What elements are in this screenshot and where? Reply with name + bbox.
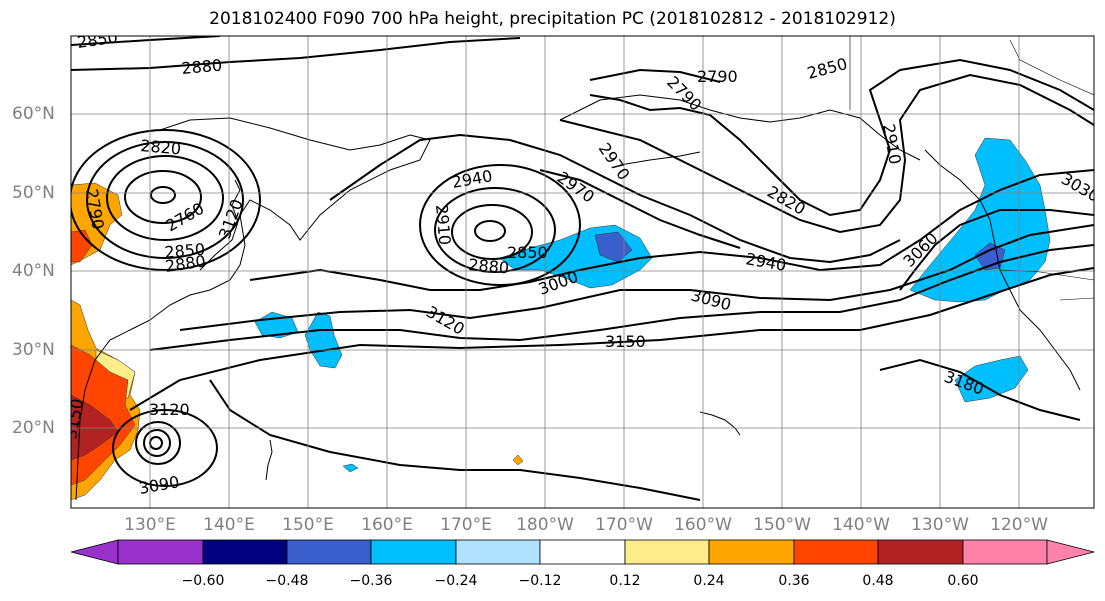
colorbar-swatch	[962, 539, 1048, 565]
contour-label: 2850	[507, 243, 548, 262]
lat-label: 30°N	[12, 340, 55, 360]
colorbar-swatch	[793, 539, 879, 565]
contour-3180	[879, 358, 1081, 421]
contour-2970	[539, 169, 741, 249]
lat-label: 60°N	[12, 104, 55, 124]
coast-aleutians	[619, 151, 701, 166]
contour-3120	[149, 244, 1094, 351]
lon-label: 130°E	[124, 515, 176, 535]
contour-label: 3150	[605, 332, 646, 351]
colorbar-tick-label: 0.24	[693, 573, 725, 589]
lon-label: 140°W	[832, 515, 890, 535]
lon-label: 170°W	[595, 515, 653, 535]
lon-label: 160°W	[674, 515, 732, 535]
colorbar-swatch	[286, 539, 372, 565]
colorbar-tick-label: −0.24	[434, 573, 478, 589]
height-contours	[71, 36, 1094, 501]
contour-3150-south	[209, 379, 701, 501]
lat-label: 20°N	[12, 418, 55, 438]
lon-label: 160°E	[361, 515, 413, 535]
colorbar-extend-high	[1046, 539, 1095, 565]
colorbar-swatch	[455, 539, 541, 565]
coast-philippines	[265, 439, 273, 481]
colorbar-swatch	[117, 539, 204, 565]
contour-label: 2910	[432, 204, 454, 246]
colorbar-tick-label: 0.12	[609, 573, 641, 589]
colorbar	[70, 539, 1095, 565]
lon-label: 130°W	[911, 515, 969, 535]
contour-3150	[129, 267, 1094, 411]
contour-3000	[249, 169, 1094, 291]
lon-label: 120°W	[990, 515, 1048, 535]
contour-typhoon-4	[112, 409, 218, 487]
coast-hawaii	[699, 411, 741, 436]
lon-label: 170°E	[440, 515, 492, 535]
precip-cool-southeast	[954, 355, 1029, 403]
contour-west-low-1	[150, 186, 176, 204]
contour-central-low-3	[434, 187, 556, 273]
contour-2940	[329, 133, 901, 264]
contour-central-low-4	[419, 164, 581, 286]
lon-label: 150°W	[753, 515, 811, 535]
colorbar-swatch	[539, 539, 626, 565]
map-frame	[70, 35, 1095, 509]
precip-warm-west-south-max	[71, 394, 119, 461]
gridlines	[71, 36, 1094, 508]
contour-west-low-3	[106, 155, 224, 241]
colorbar-swatch	[708, 539, 795, 565]
precip-cool-dot	[342, 463, 359, 473]
contour-2790	[589, 68, 721, 83]
contour-typhoon-3	[135, 421, 181, 465]
colorbar-tick-label: −0.36	[349, 573, 393, 589]
colorbar-swatch	[877, 539, 964, 565]
colorbar-swatch	[624, 539, 710, 565]
contour-central-low-1	[474, 220, 506, 242]
colorbar-tick-label: −0.60	[181, 573, 225, 589]
map-title: 2018102400 F090 700 hPa height, precipit…	[209, 9, 896, 29]
contour-west-low-4	[86, 141, 244, 259]
colorbar-tick-label: −0.48	[265, 573, 309, 589]
contour-west-low-2	[124, 170, 202, 224]
lon-label: 180°W	[516, 515, 574, 535]
colorbar-swatch	[370, 539, 457, 565]
precip-warm-west-north-core	[71, 229, 93, 263]
lat-label: 50°N	[12, 183, 55, 203]
colorbar-tick-label: 0.48	[862, 573, 894, 589]
lon-label: 140°E	[203, 515, 255, 535]
precip-shading	[71, 137, 1051, 501]
contour-label: 2790	[697, 67, 738, 86]
lat-label: 40°N	[12, 261, 55, 281]
contour-2820-alaska	[589, 58, 1094, 217]
contour-typhoon-2	[143, 429, 171, 457]
colorbar-extend-low	[70, 539, 119, 565]
contour-label: 2820	[140, 136, 182, 158]
contour-label: 3120	[149, 400, 190, 419]
map-content: 2850 2880 2820 2760 2790 2850 2880 2790 …	[71, 36, 1094, 508]
precip-cool-central-core	[594, 231, 633, 263]
contour-west-low-5	[71, 129, 261, 271]
contour-label: 2880	[468, 255, 510, 277]
contour-2850-alaska	[559, 73, 1094, 234]
colorbar-tick-label: 0.60	[947, 573, 979, 589]
precip-warm-dot	[512, 454, 524, 466]
precip-cool-east	[909, 137, 1051, 303]
contour-3090	[179, 224, 1094, 331]
contour-label: 2850	[164, 240, 206, 262]
colorbar-tick-label: −0.12	[518, 573, 562, 589]
contour-3060	[899, 209, 1094, 291]
contour-label: 2880	[181, 56, 223, 78]
lon-label: 150°E	[282, 515, 334, 535]
coast-alaska	[559, 94, 921, 161]
colorbar-tick-label: 0.36	[778, 573, 810, 589]
contour-central-low-2	[451, 204, 533, 260]
colorbar-swatch	[202, 539, 288, 565]
